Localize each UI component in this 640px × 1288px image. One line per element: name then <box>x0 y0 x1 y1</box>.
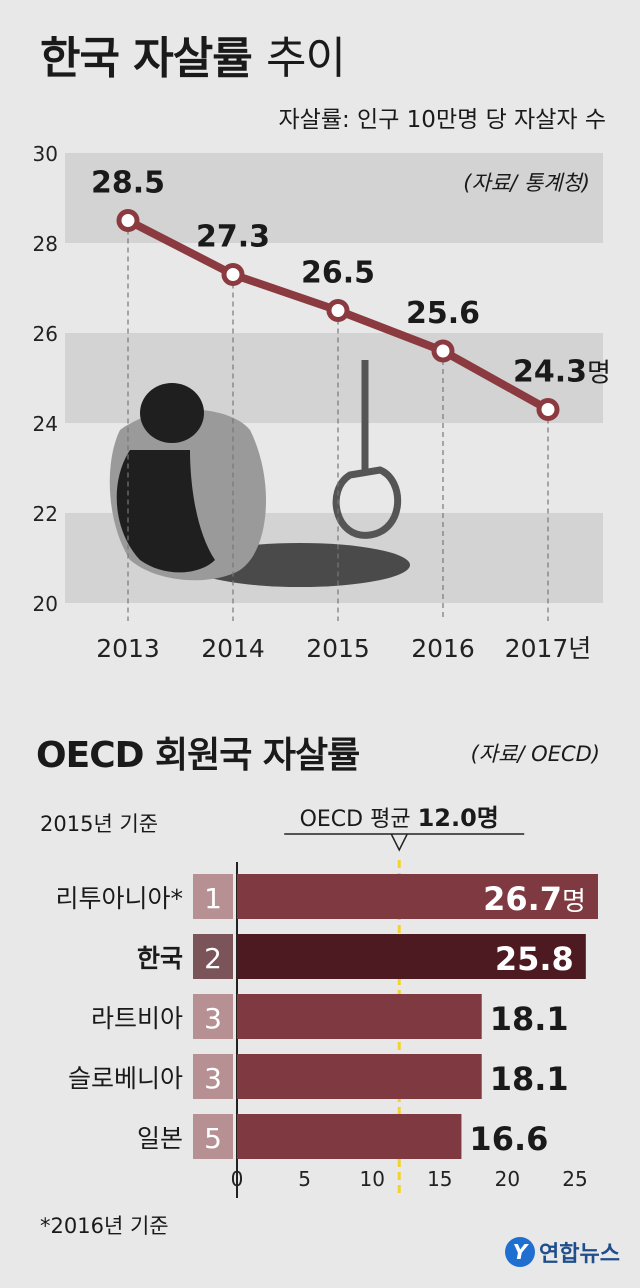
bar-value-label: 16.6 <box>469 1120 548 1158</box>
logo-text: 연합뉴스 <box>539 1242 620 1267</box>
rank-box <box>193 934 233 979</box>
data-points <box>116 209 560 421</box>
rank-label: 2 <box>204 942 222 975</box>
data-point <box>326 299 350 322</box>
y-tick-label: 26 <box>33 322 58 346</box>
value-unit: 명 <box>587 359 611 389</box>
y-tick-label: 20 <box>33 592 58 616</box>
data-label: 28.5 <box>91 166 165 201</box>
bar <box>237 1114 462 1159</box>
data-labels: 28.5 27.3 26.5 25.6 24.3명 <box>91 166 611 390</box>
rank-box <box>193 994 233 1039</box>
x-unit: 년 <box>568 634 591 663</box>
rank-box <box>193 1054 233 1099</box>
bar <box>237 994 482 1039</box>
x-tick-label: 25 <box>562 1167 587 1191</box>
rank-label: 5 <box>204 1122 222 1155</box>
x-tick-label: 20 <box>495 1167 520 1191</box>
bar-value-label: 18.1 <box>490 1060 569 1098</box>
data-point <box>116 209 140 232</box>
x-tick-label: 10 <box>359 1167 384 1191</box>
figure-head-shape <box>140 383 204 443</box>
x-tick-label: 5 <box>298 1167 311 1191</box>
value-unit: 명 <box>562 887 586 917</box>
title-light: 추이 <box>266 33 346 84</box>
bar-chart-source: (자료/ OECD) <box>470 742 600 766</box>
illustration <box>109 360 410 587</box>
bar <box>237 1054 482 1099</box>
logo: Y 연합뉴스 <box>505 1236 620 1268</box>
data-label: 26.5 <box>301 256 375 291</box>
y-tick-label: 24 <box>33 412 58 436</box>
figure-legs-shape <box>116 450 215 573</box>
bar-value-label: 25.8 <box>495 940 574 978</box>
chart-subtitle: 자살률: 인구 10만명 당 자살자 수 <box>278 107 607 133</box>
x-axis: 2013 2014 2015 2016 2017년 <box>96 634 591 663</box>
y-tick-label: 22 <box>33 502 58 526</box>
bar-chart: OECD 평균 12.0명 1 리투아니아* 26.7명 2 한국 25.8 3 라트비아 18… <box>55 804 598 1198</box>
x-tick-label: 2013 <box>96 634 160 663</box>
category-label: 일본 <box>137 1124 183 1153</box>
vertical-guides <box>127 220 549 621</box>
x-tick-label: 15 <box>427 1167 452 1191</box>
band-0 <box>65 153 603 243</box>
average-label: OECD 평균 12.0명 <box>300 804 499 832</box>
average-value: 12.0명 <box>418 804 499 832</box>
data-label: 25.6 <box>406 296 480 331</box>
chart-title: 한국 자살률 추이 <box>40 22 346 86</box>
x-tick-label: 2014 <box>201 634 265 663</box>
category-label: 한국 <box>137 944 183 973</box>
footnote: *2016년 기준 <box>40 1214 169 1238</box>
rank-label: 3 <box>204 1062 222 1095</box>
y-tick-label: 28 <box>33 232 58 256</box>
category-label: 리투아니아* <box>55 884 183 913</box>
x-tick-label: 2017년 <box>505 634 592 663</box>
chart-source: (자료/ 통계청) <box>463 171 590 195</box>
bar-x-axis: 0 5 10 15 20 25 <box>231 1167 588 1191</box>
rank-label: 3 <box>204 1002 222 1035</box>
rank-box <box>193 874 233 919</box>
category-label: 슬로베니아 <box>68 1064 183 1093</box>
basis-note: 2015년 기준 <box>40 812 159 836</box>
y-axis: 20 22 24 26 28 30 <box>33 142 58 616</box>
x-tick-label: 2015 <box>306 634 370 663</box>
y-tick-label: 30 <box>33 142 58 166</box>
bar <box>237 934 586 979</box>
data-label: 24.3명 <box>513 355 611 390</box>
x-tick-label: 0 <box>231 1167 244 1191</box>
data-point <box>221 263 245 286</box>
title-bold: 한국 자살률 <box>40 33 253 84</box>
rope-shape <box>332 360 402 539</box>
bar-value-label: 26.7명 <box>483 880 586 918</box>
logo-icon: Y <box>505 1237 536 1267</box>
data-point <box>431 339 455 363</box>
bar-chart-title: OECD 회원국 자살률 <box>36 735 360 776</box>
data-point <box>536 398 560 421</box>
bar <box>237 874 598 919</box>
data-label: 27.3 <box>196 220 270 255</box>
average-bracket <box>284 833 525 852</box>
bar-value-label: 18.1 <box>490 1000 569 1038</box>
x-tick-label: 2016 <box>411 634 475 663</box>
category-label: 라트비아 <box>91 1004 183 1033</box>
rank-label: 1 <box>204 882 222 915</box>
rank-box <box>193 1114 233 1159</box>
